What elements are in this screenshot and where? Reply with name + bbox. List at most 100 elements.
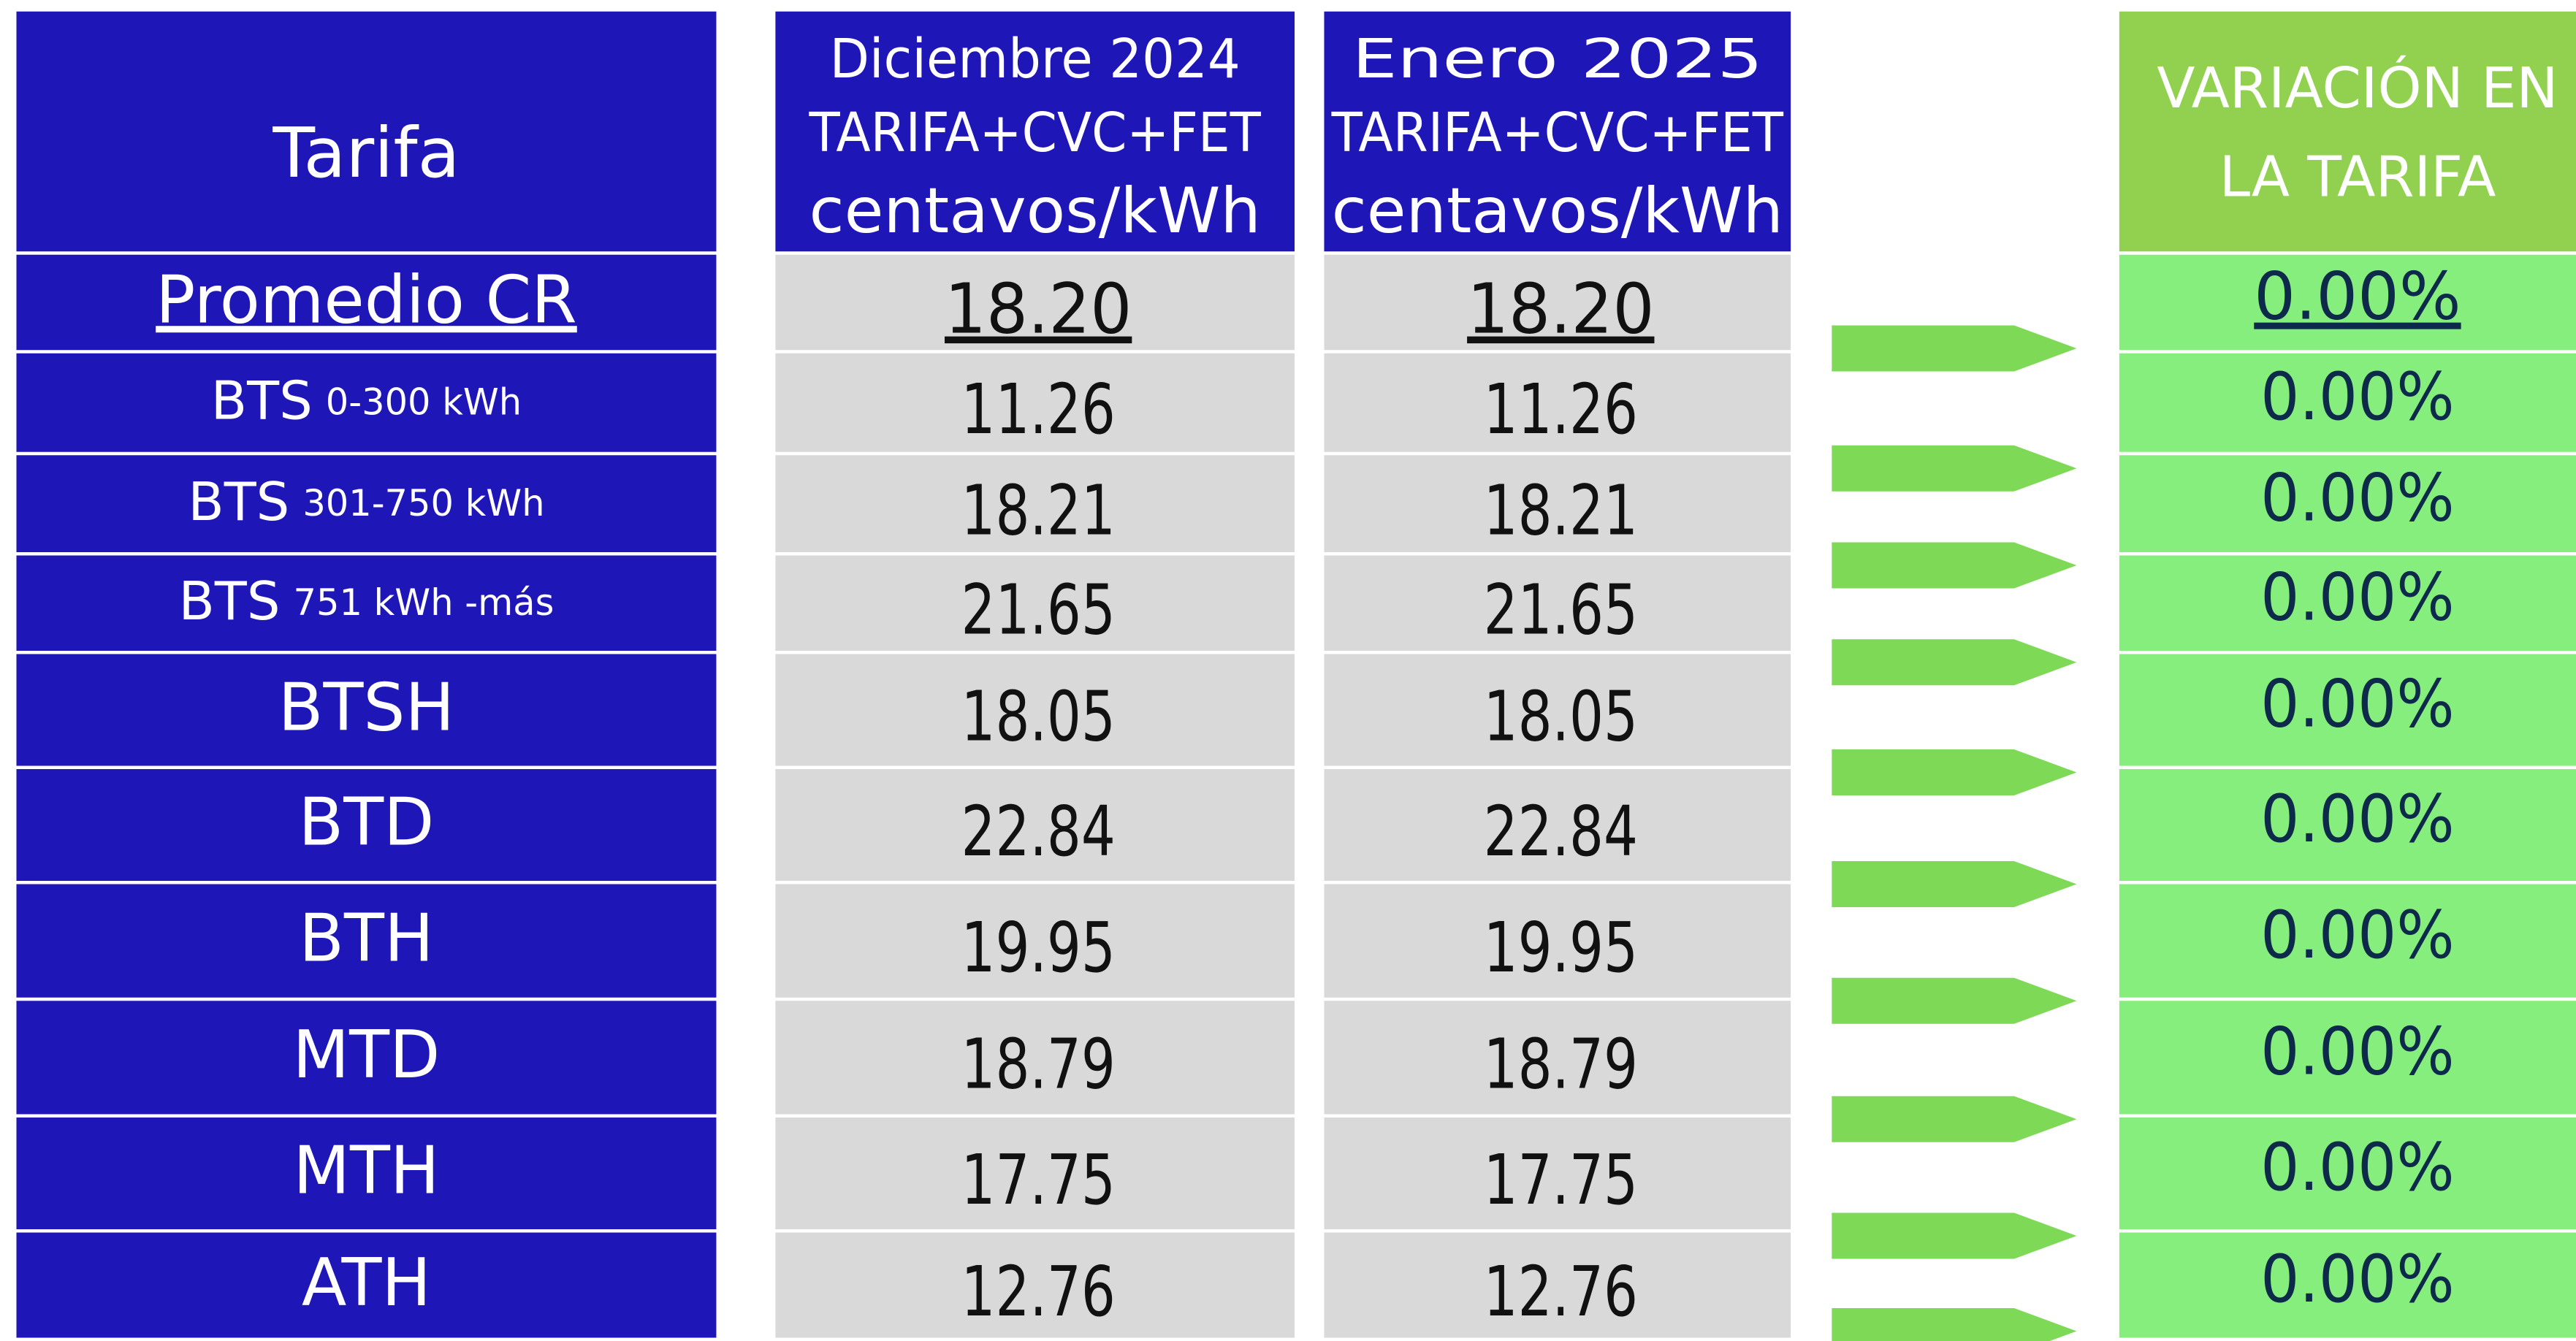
row-label-cell (16, 884, 717, 998)
value-cell (1324, 353, 1791, 452)
row-label: BTS 301-750 kWh (188, 470, 544, 532)
value-cell (1324, 555, 1791, 651)
header-text: centavos/kWh (1332, 175, 1783, 248)
header-cell (1324, 11, 1791, 252)
arrow (1832, 749, 2077, 795)
row-label-main: BTH (299, 900, 433, 977)
row-label-cell (16, 1232, 717, 1338)
variation-text: 0.00% (2260, 1013, 2454, 1090)
arrow (1832, 542, 2077, 589)
arrow (1832, 861, 2077, 907)
arrow (1832, 1308, 2077, 1341)
value-text: 18.79 (1484, 1024, 1638, 1104)
value-cell (775, 1232, 1295, 1338)
arrow (1832, 1096, 2077, 1142)
value-text: 18.21 (1484, 470, 1638, 551)
variation-cell (2119, 455, 2576, 552)
value-cell (775, 1001, 1295, 1115)
value-cell (775, 455, 1295, 552)
value-text: 18.05 (961, 677, 1116, 757)
header-text: Diciembre 2024 (830, 27, 1241, 91)
variation-text: 0.00% (2260, 1241, 2454, 1318)
row-label: BTH (299, 900, 433, 977)
value-text: 18.20 (945, 270, 1132, 350)
row-label-cell (16, 1118, 717, 1229)
variation-cell (2119, 254, 2576, 351)
header-text: LA TARIFA (2219, 145, 2496, 210)
header-text: TARIFA+CVC+FET (1331, 101, 1784, 164)
variation-text: 0.00% (2260, 359, 2454, 435)
value-text: 17.75 (1484, 1140, 1638, 1220)
variation-cell (2119, 654, 2576, 766)
variation-cell (2119, 769, 2576, 881)
value-text: 22.84 (1484, 792, 1638, 872)
row-label: Promedio CR (156, 261, 577, 338)
row-label-main: BTD (299, 784, 435, 861)
row-label-main: Promedio CR (156, 261, 577, 338)
arrow (1832, 1212, 2077, 1259)
value-text: 18.79 (961, 1024, 1116, 1104)
variation-text: 0.00% (2260, 897, 2454, 974)
row-label-main: BTS (179, 570, 281, 632)
value-cell (1324, 254, 1791, 351)
variation-text: 0.00% (2260, 1129, 2454, 1206)
row-label: BTSH (278, 669, 454, 746)
variation-text: 0.00% (2260, 666, 2454, 743)
header-text: Enero 2025 (1352, 27, 1763, 91)
header-text: Tarifa (272, 113, 460, 194)
row-label-cell (16, 769, 717, 881)
row-label: BTS 0-300 kWh (211, 370, 522, 431)
row-label-main: MTH (293, 1133, 439, 1210)
row-label-cell (16, 555, 717, 651)
value-text: 12.76 (1484, 1252, 1638, 1332)
row-label-cell (16, 1001, 717, 1115)
value-text: 19.95 (961, 908, 1116, 988)
row-label-main: BTSH (278, 669, 454, 746)
value-cell (1324, 1001, 1791, 1115)
value-text: 22.84 (961, 792, 1116, 872)
arrow (1832, 977, 2077, 1024)
variation-cell (2119, 1118, 2576, 1229)
variation-text: 0.00% (2254, 259, 2461, 335)
variation-cell (2119, 884, 2576, 998)
row-label-cell (16, 654, 717, 766)
value-cell (775, 769, 1295, 881)
row-label-detail: 301-750 kWh (302, 481, 544, 524)
row-label-main: BTS (211, 370, 313, 431)
value-text: 12.76 (961, 1252, 1116, 1332)
value-text: 11.26 (1484, 370, 1638, 450)
header-text: VARIACIÓN EN (2157, 55, 2558, 121)
value-cell (1324, 1118, 1791, 1229)
value-text: 19.95 (1484, 908, 1638, 988)
value-text: 18.05 (1484, 677, 1638, 757)
value-text: 11.26 (961, 370, 1116, 450)
variation-text: 0.00% (2260, 559, 2454, 635)
variation-cell (2119, 353, 2576, 452)
value-cell (775, 353, 1295, 452)
header-cell (16, 11, 717, 252)
value-cell (1324, 884, 1791, 998)
header-text: centavos/kWh (809, 175, 1260, 248)
value-text: 17.75 (961, 1140, 1116, 1220)
variation-cell (2119, 555, 2576, 651)
arrow (1832, 325, 2077, 372)
header-text: TARIFA+CVC+FET (809, 101, 1262, 164)
variation-text: 0.00% (2260, 459, 2454, 536)
variation-cell (2119, 1232, 2576, 1338)
row-label-detail: 751 kWh -más (294, 581, 555, 623)
variation-text: 0.00% (2260, 781, 2454, 857)
value-cell (1324, 654, 1791, 766)
value-cell (1324, 769, 1791, 881)
value-cell (775, 1118, 1295, 1229)
value-text: 21.65 (961, 570, 1116, 650)
value-cell (1324, 1232, 1791, 1338)
value-cell (775, 884, 1295, 998)
row-label-main: BTS (188, 470, 289, 532)
row-label-main: MTD (293, 1017, 441, 1093)
header-cell (775, 11, 1295, 252)
row-label: MTD (293, 1017, 441, 1093)
row-label: ATH (302, 1245, 431, 1321)
row-label-main: ATH (302, 1245, 431, 1321)
header-cell (2119, 11, 2576, 252)
